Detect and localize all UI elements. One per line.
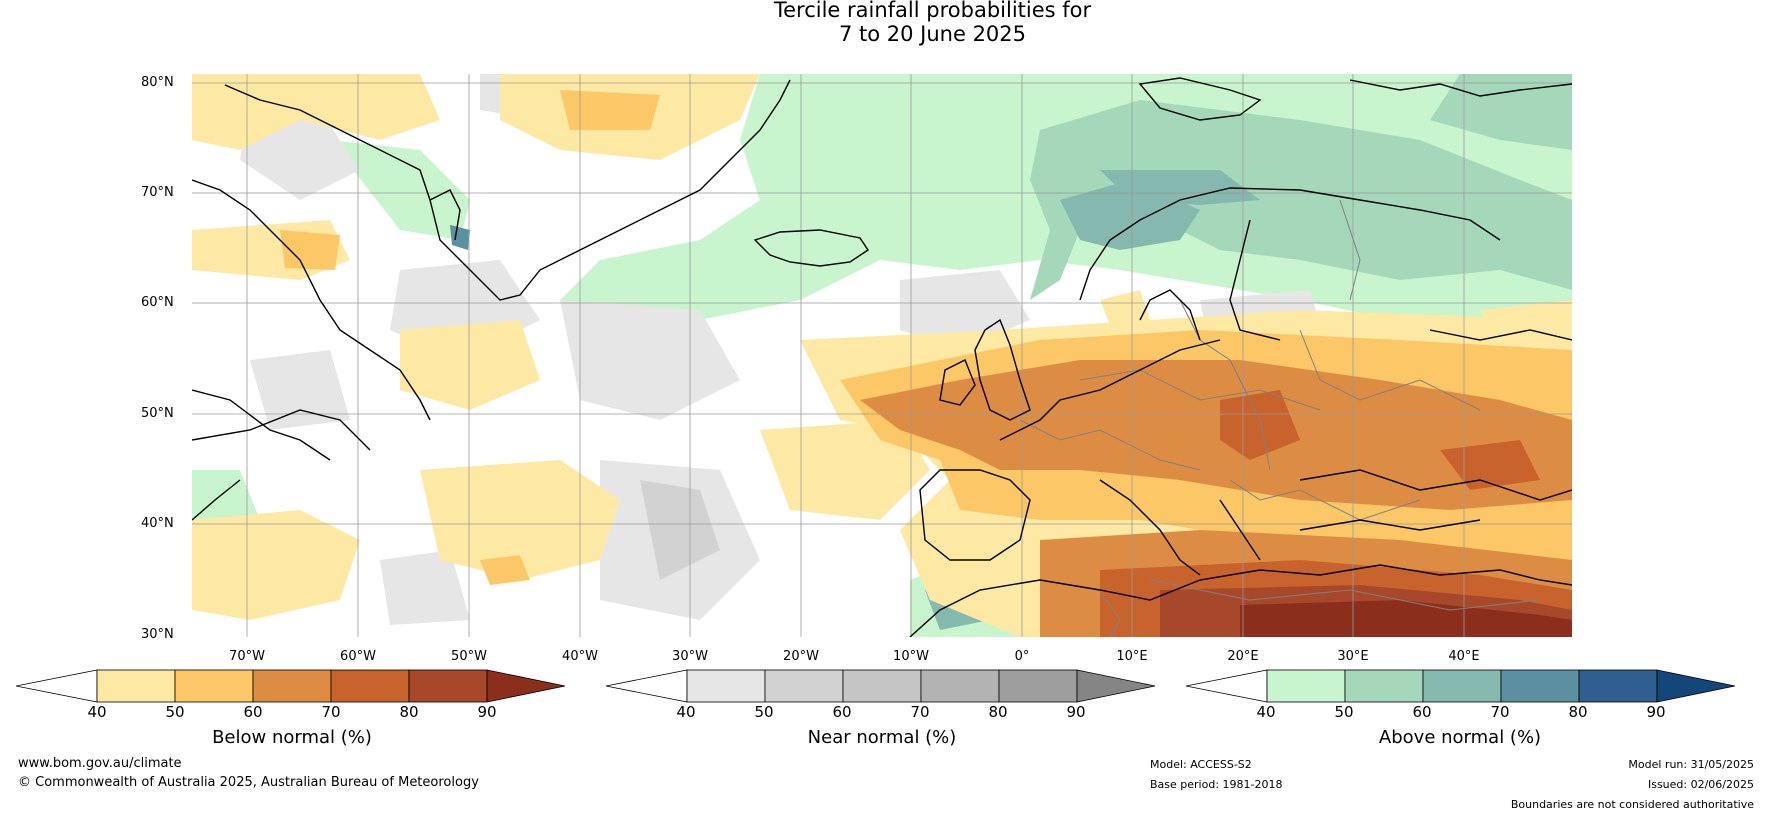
colorbar-segment: [408, 669, 488, 703]
colorbar-left-extension: [1186, 669, 1268, 703]
colorbar-right-extension: [1076, 669, 1156, 703]
lat-label-60n: 60°N: [141, 295, 174, 310]
lon-label-30w: 30°W: [672, 649, 708, 664]
above-tick-50: 50: [1334, 703, 1354, 721]
below-tick-90: 90: [477, 703, 497, 721]
colorbar-left-extension: [606, 669, 688, 703]
copyright-text: © Commonwealth of Australia 2025, Austra…: [18, 775, 479, 790]
lon-label-20e: 20°E: [1227, 649, 1259, 664]
colorbar-segment: [174, 669, 254, 703]
near-tick-80: 80: [988, 703, 1008, 721]
lon-label-40w: 40°W: [562, 649, 598, 664]
colorbar-segment: [842, 669, 922, 703]
lon-label-10w: 10°W: [893, 649, 929, 664]
lon-label-20w: 20°W: [783, 649, 819, 664]
colorbar-segment: [920, 669, 1000, 703]
above-tick-70: 70: [1490, 703, 1510, 721]
lat-label-30n: 30°N: [141, 627, 174, 642]
near-normal-label: Near normal (%): [807, 727, 957, 748]
below-tick-80: 80: [399, 703, 419, 721]
below-tick-60: 60: [243, 703, 263, 721]
colorbar-below-normal: [16, 669, 566, 703]
below-tick-40: 40: [87, 703, 107, 721]
lat-label-80n: 80°N: [141, 75, 174, 90]
lat-label-50n: 50°N: [141, 406, 174, 421]
near-tick-70: 70: [910, 703, 930, 721]
colorbar-segment: [1344, 669, 1424, 703]
website-link[interactable]: www.bom.gov.au/climate: [18, 756, 182, 771]
colorbar-segment: [96, 669, 176, 703]
title-line-2: 7 to 20 June 2025: [838, 22, 1027, 46]
colorbar-right-extension: [1656, 669, 1736, 703]
model-run-text: Model run: 31/05/2025: [1628, 758, 1754, 771]
lon-label-70w: 70°W: [229, 649, 265, 664]
graticule: [192, 74, 1572, 637]
near-tick-90: 90: [1066, 703, 1086, 721]
lon-label-50w: 50°W: [451, 649, 487, 664]
above-tick-90: 90: [1646, 703, 1666, 721]
lon-label-0: 0°: [1014, 649, 1030, 664]
map-plot-area: [192, 74, 1572, 637]
colorbar-segment: [686, 669, 766, 703]
colorbar-segment: [764, 669, 844, 703]
above-normal-label: Above normal (%): [1378, 727, 1542, 748]
lat-label-40n: 40°N: [141, 516, 174, 531]
colorbar-segment: [1578, 669, 1658, 703]
lon-label-60w: 60°W: [340, 649, 376, 664]
above-tick-80: 80: [1568, 703, 1588, 721]
colorbar-segment: [1500, 669, 1580, 703]
below-normal-regions: [192, 74, 1572, 637]
issued-text: Issued: 02/06/2025: [1647, 778, 1754, 791]
colorbar-left-extension: [16, 669, 98, 703]
above-tick-60: 60: [1412, 703, 1432, 721]
lat-label-70n: 70°N: [141, 185, 174, 200]
colorbar-segment: [252, 669, 332, 703]
colorbar-segment: [330, 669, 410, 703]
country-borders: [1019, 199, 1541, 637]
lon-label-30e: 30°E: [1337, 649, 1369, 664]
base-period-text: Base period: 1981-2018: [1150, 778, 1283, 791]
lon-label-40e: 40°E: [1448, 649, 1480, 664]
map-title: Tercile rainfall probabilities for 7 to …: [0, 0, 1770, 46]
colorbar-above-normal: [1186, 669, 1736, 703]
title-line-1: Tercile rainfall probabilities for: [773, 0, 1092, 22]
lon-label-10e: 10°E: [1116, 649, 1148, 664]
disclaimer-text: Boundaries are not considered authoritat…: [1510, 798, 1754, 811]
near-tick-60: 60: [832, 703, 852, 721]
colorbar-near-normal: [606, 669, 1156, 703]
model-text: Model: ACCESS-S2: [1150, 758, 1252, 771]
colorbar-segment: [1422, 669, 1502, 703]
colorbar-segment: [998, 669, 1078, 703]
below-tick-50: 50: [165, 703, 185, 721]
near-tick-50: 50: [754, 703, 774, 721]
below-normal-label: Below normal (%): [212, 727, 372, 748]
above-tick-40: 40: [1256, 703, 1276, 721]
near-tick-40: 40: [676, 703, 696, 721]
colorbar-segment: [1266, 669, 1346, 703]
colorbar-right-extension: [486, 669, 566, 703]
below-tick-70: 70: [321, 703, 341, 721]
coastlines: [192, 77, 1572, 637]
